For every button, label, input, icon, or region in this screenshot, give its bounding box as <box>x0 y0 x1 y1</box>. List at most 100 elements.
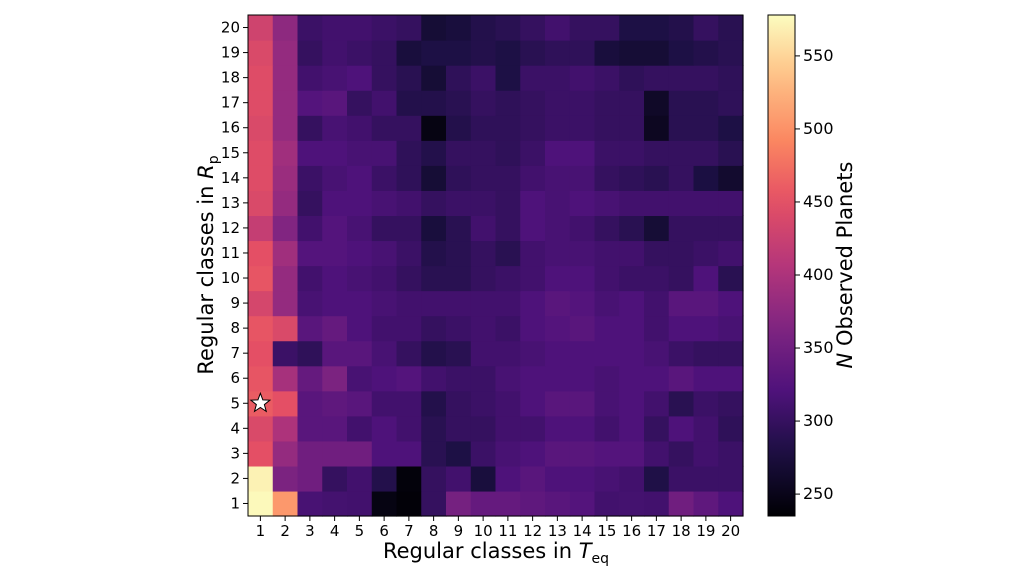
heatmap-cell <box>272 390 299 417</box>
heatmap-cell <box>619 15 645 41</box>
heatmap-cell <box>495 265 521 292</box>
heatmap-cell <box>322 465 348 492</box>
heatmap-cell <box>470 290 497 317</box>
heatmap-cell <box>594 290 620 317</box>
heatmap-cell <box>619 265 645 292</box>
heatmap-cell <box>718 65 744 91</box>
heatmap-cell <box>347 365 373 392</box>
heatmap-cell <box>545 415 571 442</box>
heatmap-cell <box>396 315 422 342</box>
heatmap-cell <box>569 290 596 317</box>
y-tick-label: 20 <box>221 19 240 37</box>
heatmap-cell <box>396 290 422 317</box>
x-tick-label: 1 <box>256 522 266 540</box>
heatmap-cell <box>297 415 323 442</box>
y-tick-label: 19 <box>221 44 240 62</box>
x-tick-label: 3 <box>305 522 315 540</box>
heatmap-cell <box>297 115 323 141</box>
heatmap-cell <box>272 65 299 91</box>
heatmap-cell <box>668 115 695 141</box>
heatmap-cell <box>668 165 695 191</box>
heatmap-cell <box>718 440 744 467</box>
heatmap-cell <box>371 140 398 166</box>
heatmap-cell <box>322 240 348 267</box>
heatmap-cell <box>693 340 719 367</box>
heatmap-cell <box>371 190 398 216</box>
heatmap-cell <box>371 365 398 392</box>
x-tick-label: 4 <box>330 522 340 540</box>
heatmap-cell <box>421 340 447 367</box>
heatmap-cell <box>396 365 422 392</box>
heatmap-cell <box>718 165 744 191</box>
heatmap-cell <box>446 240 472 267</box>
heatmap-cell <box>396 390 422 417</box>
heatmap-cell <box>248 40 274 66</box>
heatmap-cell <box>470 265 497 292</box>
y-tick-label: 18 <box>221 69 240 87</box>
heatmap-cell <box>297 15 323 41</box>
heatmap-cell <box>248 440 274 467</box>
heatmap-cell <box>322 190 348 216</box>
heatmap-cell <box>347 440 373 467</box>
heatmap-cell <box>470 90 497 116</box>
heatmap-cell <box>371 390 398 417</box>
heatmap-cell <box>396 265 422 292</box>
heatmap-cell <box>347 340 373 367</box>
heatmap-cell <box>297 65 323 91</box>
heatmap-cell <box>396 15 422 41</box>
colorbar-tick-label: 500 <box>803 119 834 138</box>
heatmap-cell <box>248 265 274 292</box>
heatmap-cell <box>569 240 596 267</box>
heatmap-cell <box>545 340 571 367</box>
heatmap-cell <box>644 115 670 141</box>
heatmap-cell <box>322 115 348 141</box>
heatmap-cell <box>421 90 447 116</box>
heatmap-cell <box>297 215 323 242</box>
x-tick-label: 7 <box>404 522 414 540</box>
heatmap-cell <box>619 490 645 517</box>
heatmap-cell <box>272 490 299 517</box>
heatmap-cell <box>272 315 299 342</box>
heatmap-cell <box>718 190 744 216</box>
heatmap-cell <box>693 390 719 417</box>
heatmap-cell <box>718 490 744 517</box>
x-tick-label: 8 <box>429 522 439 540</box>
heatmap-cell <box>421 315 447 342</box>
heatmap-cell <box>668 140 695 166</box>
heatmap-cell <box>297 315 323 342</box>
heatmap-cell <box>322 290 348 317</box>
heatmap-cell <box>693 315 719 342</box>
heatmap-cell <box>272 365 299 392</box>
heatmap-cell <box>446 440 472 467</box>
heatmap-cell <box>693 265 719 292</box>
y-tick-label: 2 <box>230 469 240 487</box>
heatmap-cell <box>718 340 744 367</box>
heatmap-cell <box>446 340 472 367</box>
heatmap-cell <box>470 40 497 66</box>
heatmap-cell <box>248 315 274 342</box>
y-tick-label: 5 <box>230 394 240 412</box>
heatmap-cell <box>520 115 546 141</box>
heatmap-cell <box>520 65 546 91</box>
heatmap-cell <box>545 165 571 191</box>
heatmap-cell <box>347 15 373 41</box>
heatmap-cell <box>421 215 447 242</box>
heatmap-cell <box>371 315 398 342</box>
y-tick-label: 9 <box>230 294 240 312</box>
heatmap-cell <box>322 215 348 242</box>
heatmap-cell <box>644 365 670 392</box>
heatmap-cell <box>545 115 571 141</box>
heatmap-cell <box>322 140 348 166</box>
heatmap-cell <box>718 265 744 292</box>
heatmap-cell <box>520 415 546 442</box>
heatmap-cell <box>718 315 744 342</box>
heatmap-cell <box>248 415 274 442</box>
heatmap-cell <box>446 315 472 342</box>
x-tick-label: 5 <box>355 522 365 540</box>
heatmap-cell <box>347 415 373 442</box>
heatmap-cell <box>718 115 744 141</box>
heatmap-cell <box>446 115 472 141</box>
heatmap-cell <box>421 490 447 517</box>
heatmap-cell <box>322 265 348 292</box>
heatmap-cell <box>297 440 323 467</box>
